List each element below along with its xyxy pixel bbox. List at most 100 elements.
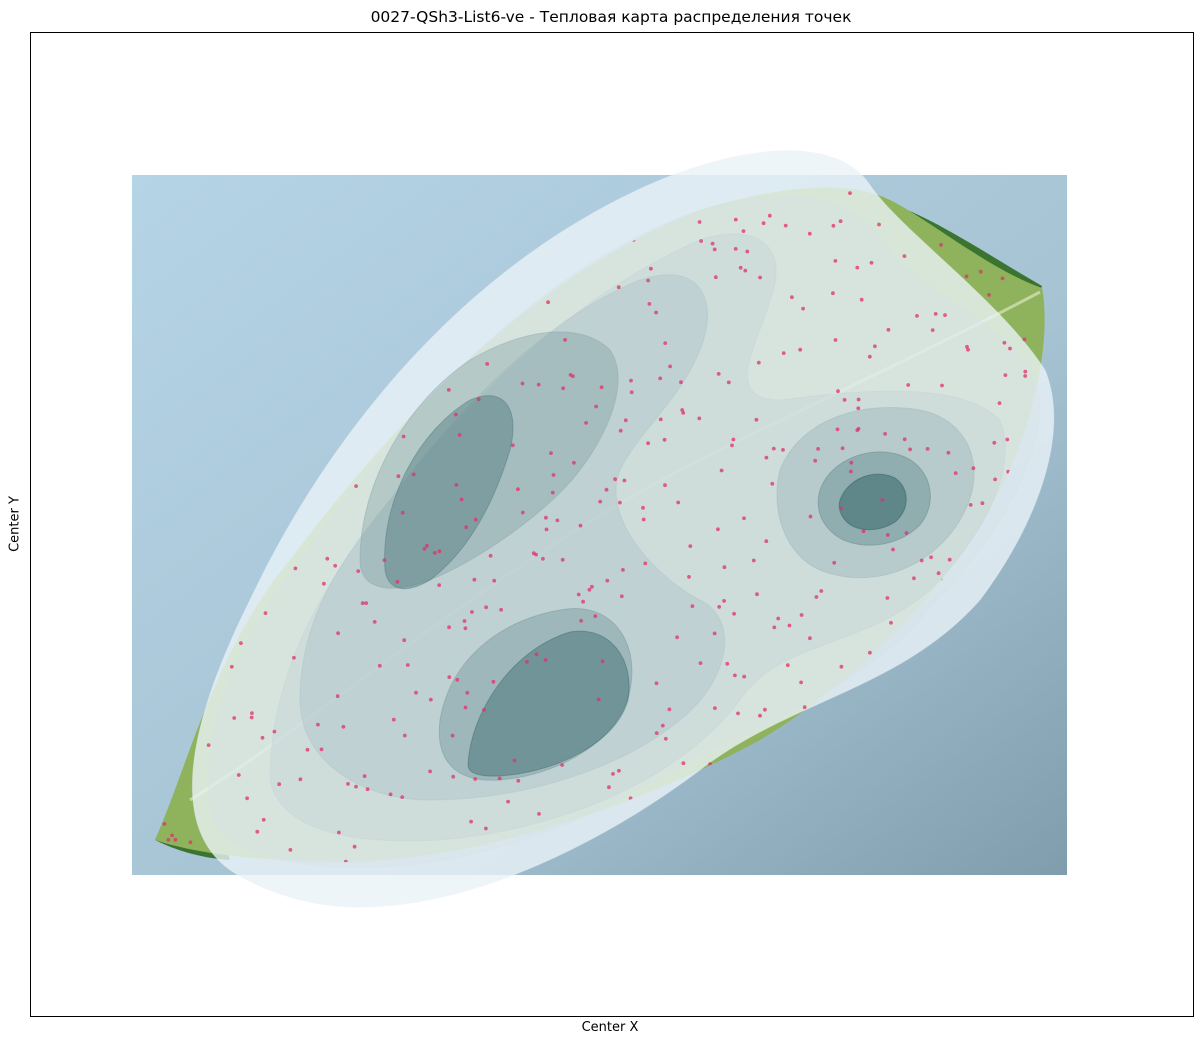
detected-point xyxy=(402,733,407,738)
detected-point xyxy=(733,217,738,222)
detected-point xyxy=(288,848,293,852)
detected-point xyxy=(848,191,852,196)
detected-point xyxy=(272,729,277,734)
detected-point xyxy=(473,777,478,781)
detected-point xyxy=(576,592,581,597)
detected-point xyxy=(676,500,681,505)
detected-point xyxy=(446,388,451,392)
detected-point xyxy=(808,514,813,519)
detected-point xyxy=(604,487,609,492)
detected-point xyxy=(925,447,930,451)
detected-point xyxy=(520,510,525,515)
x-axis-label: Center X xyxy=(581,1020,639,1035)
detected-point xyxy=(716,527,720,532)
density-band-2 xyxy=(207,195,1041,868)
detected-point xyxy=(891,547,895,552)
detected-point xyxy=(365,787,370,792)
detected-point xyxy=(623,418,628,423)
detected-point xyxy=(831,291,835,296)
detected-point xyxy=(675,635,679,640)
detected-point xyxy=(679,380,683,385)
detected-point xyxy=(325,556,330,561)
detected-point xyxy=(799,680,803,685)
detected-point xyxy=(555,518,560,523)
detected-point xyxy=(166,838,171,842)
detected-point xyxy=(654,310,658,315)
detected-point xyxy=(966,347,970,352)
detected-point xyxy=(1008,346,1012,351)
detected-point xyxy=(560,557,565,562)
detected-point xyxy=(943,313,947,317)
detected-point xyxy=(939,243,943,247)
detected-point xyxy=(646,278,650,283)
detected-point xyxy=(968,503,973,507)
detected-point xyxy=(717,605,722,609)
detected-point xyxy=(801,306,805,311)
detected-point xyxy=(292,655,296,660)
detected-point xyxy=(454,412,458,417)
detected-point xyxy=(261,817,266,822)
detected-point xyxy=(611,772,615,776)
detected-point xyxy=(641,517,646,522)
detected-point xyxy=(1005,437,1010,442)
detected-point xyxy=(839,664,844,669)
detected-point xyxy=(668,364,672,369)
detected-point xyxy=(250,711,254,715)
detected-point xyxy=(425,543,429,548)
detected-point xyxy=(725,661,730,666)
detected-point xyxy=(940,383,944,388)
detected-point xyxy=(335,694,340,699)
detected-point xyxy=(980,501,985,506)
detected-point xyxy=(710,241,715,246)
detected-point xyxy=(305,747,310,752)
detected-point xyxy=(867,354,872,359)
detected-point xyxy=(516,778,521,783)
detected-point xyxy=(450,733,455,738)
detected-point xyxy=(520,381,525,386)
detected-point xyxy=(544,527,549,532)
detected-point xyxy=(856,426,861,431)
density-band-4 xyxy=(299,274,726,801)
detected-point xyxy=(618,428,623,433)
detected-point xyxy=(758,275,762,280)
detected-point xyxy=(551,473,556,477)
detected-point xyxy=(457,433,462,437)
detected-point xyxy=(485,362,490,366)
detected-point xyxy=(742,516,746,521)
detected-point xyxy=(755,592,759,597)
detected-point xyxy=(465,690,470,695)
detected-point xyxy=(388,792,393,797)
detected-point xyxy=(816,447,820,451)
detected-point xyxy=(587,587,592,592)
detected-point xyxy=(396,474,401,479)
detected-point xyxy=(473,517,478,522)
detected-point xyxy=(162,822,167,826)
detected-point xyxy=(333,563,338,568)
detected-point xyxy=(978,269,983,274)
detected-point xyxy=(596,697,601,702)
detected-point xyxy=(239,641,243,645)
detected-point xyxy=(492,578,497,583)
detected-point xyxy=(902,437,907,442)
detected-point xyxy=(840,446,845,451)
detected-point xyxy=(736,711,740,716)
detected-point xyxy=(469,819,473,824)
detected-point xyxy=(598,499,603,504)
detected-point xyxy=(831,223,836,228)
detected-point xyxy=(660,723,665,728)
detected-point xyxy=(885,596,890,600)
detected-point xyxy=(229,664,234,669)
detected-point xyxy=(772,625,777,630)
detected-point xyxy=(362,774,367,778)
detected-point xyxy=(447,675,452,679)
detected-point xyxy=(594,404,598,409)
detected-point xyxy=(722,565,727,570)
detected-point xyxy=(868,650,872,655)
detected-point xyxy=(877,222,881,227)
detected-point xyxy=(953,471,958,475)
detected-point xyxy=(499,607,503,612)
detected-point xyxy=(337,830,341,835)
density-band-10 xyxy=(467,630,630,777)
detected-point xyxy=(690,604,695,608)
